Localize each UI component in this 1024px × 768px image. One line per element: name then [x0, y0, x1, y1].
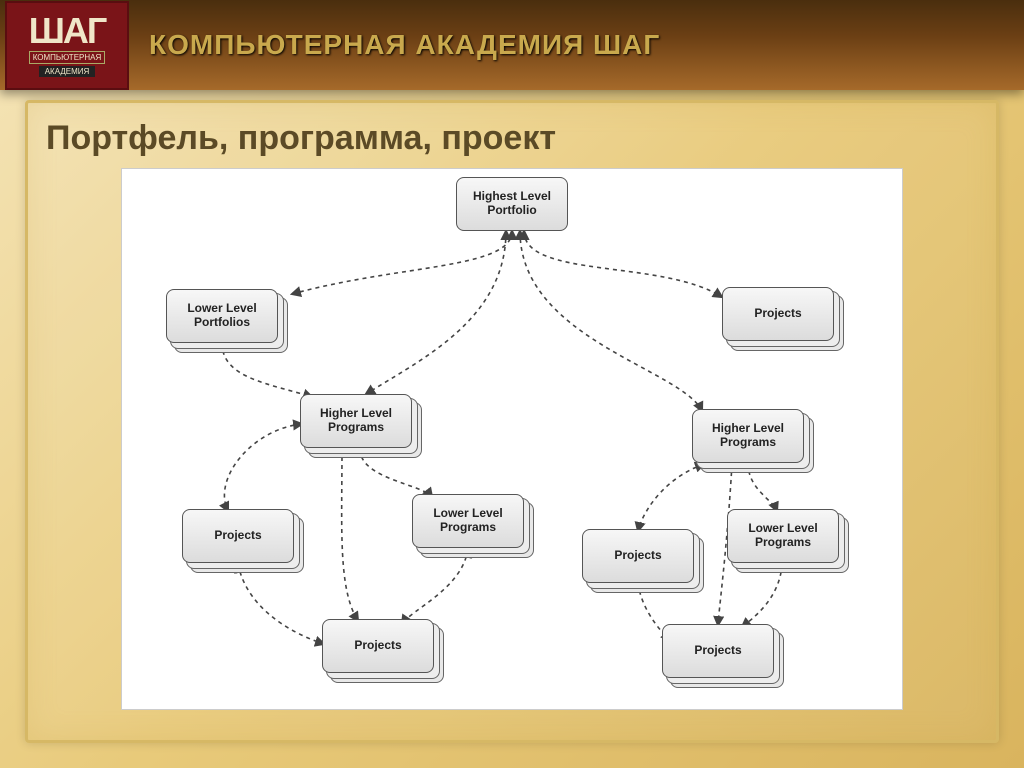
logo-sub1: КОМПЬЮТЕРНАЯ — [29, 51, 106, 64]
edge — [402, 549, 468, 624]
edge — [238, 564, 324, 644]
slide: ШАГ КОМПЬЮТЕРНАЯ АКАДЕМИЯ КОМПЬЮТЕРНАЯ А… — [0, 0, 1024, 768]
edge — [292, 231, 512, 294]
header-title: КОМПЬЮТЕРНАЯ АКАДЕМИЯ ШАГ — [149, 29, 660, 61]
node-label: Projects — [662, 624, 774, 678]
logo: ШАГ КОМПЬЮТЕРНАЯ АКАДЕМИЯ — [5, 1, 129, 90]
node-label: Projects — [182, 509, 294, 563]
content-frame: Портфель, программа, проект Highest Leve… — [25, 100, 999, 743]
node-label: Projects — [582, 529, 694, 583]
logo-sub2: АКАДЕМИЯ — [39, 66, 96, 77]
edge — [524, 231, 722, 297]
edge — [520, 231, 702, 411]
node-label: Lower Level Programs — [727, 509, 839, 563]
node-label: Lower Level Portfolios — [166, 289, 278, 343]
edge — [742, 564, 782, 627]
header-band: ШАГ КОМПЬЮТЕРНАЯ АКАДЕМИЯ КОМПЬЮТЕРНАЯ А… — [0, 0, 1024, 90]
node-label: Highest Level Portfolio — [456, 177, 568, 231]
slide-title: Портфель, программа, проект — [46, 119, 978, 158]
diagram-canvas: Highest Level Portfolio Lower Level Portf… — [121, 168, 903, 710]
node-label: Higher Level Programs — [300, 394, 412, 448]
edge — [342, 449, 358, 621]
node-label: Projects — [722, 287, 834, 341]
node-label: Higher Level Programs — [692, 409, 804, 463]
node-label: Lower Level Programs — [412, 494, 524, 548]
edge — [224, 424, 302, 511]
edge — [366, 231, 506, 394]
logo-text: ШАГ — [29, 13, 106, 49]
node-label: Projects — [322, 619, 434, 673]
edge — [638, 464, 704, 531]
